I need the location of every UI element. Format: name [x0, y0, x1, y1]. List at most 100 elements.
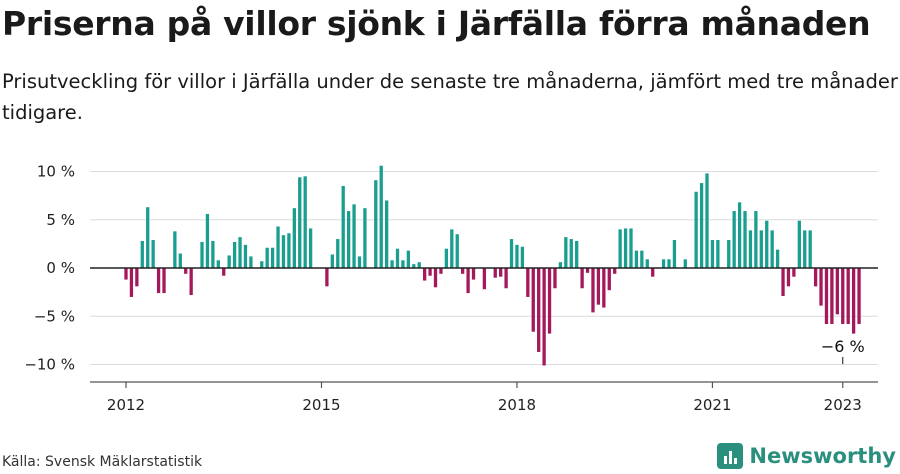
bar	[466, 268, 470, 294]
bar	[667, 259, 671, 268]
bar	[710, 240, 715, 268]
bar	[200, 241, 204, 268]
bar	[249, 256, 253, 268]
bar	[162, 268, 166, 294]
bar	[547, 268, 552, 334]
bar	[124, 268, 128, 280]
bar	[830, 268, 834, 324]
bar	[482, 268, 487, 290]
bar	[189, 268, 193, 296]
bar	[292, 208, 296, 268]
bar	[352, 204, 356, 268]
bar	[205, 213, 210, 268]
bar	[672, 240, 677, 268]
bar	[564, 237, 568, 268]
bar	[824, 268, 829, 324]
bar	[705, 173, 709, 268]
bar	[591, 268, 595, 313]
bar	[232, 241, 237, 268]
bar	[727, 240, 731, 268]
bar	[433, 268, 438, 288]
bar	[504, 268, 508, 289]
bar	[775, 249, 780, 268]
bar	[265, 247, 269, 268]
bar	[395, 248, 400, 268]
bar	[618, 229, 622, 268]
bar	[406, 250, 411, 268]
bar	[558, 262, 563, 268]
bar	[417, 262, 421, 268]
bar	[683, 259, 687, 268]
bar	[645, 259, 649, 268]
bar	[211, 240, 215, 268]
x-axis: 2012 2015 2018 2021 2023	[107, 382, 862, 414]
bar	[325, 268, 329, 287]
bar	[374, 180, 378, 268]
x-tick-label: 2012	[107, 396, 145, 414]
bar	[499, 268, 503, 277]
bar	[151, 240, 155, 268]
y-tick-label: 10 %	[37, 163, 75, 181]
bar	[596, 268, 601, 305]
bar	[493, 268, 497, 278]
y-axis: 10 % 5 % 0 % −5 % −10 %	[24, 163, 75, 374]
bar	[379, 165, 383, 268]
bar	[640, 250, 644, 268]
bar	[184, 268, 188, 274]
x-tick-label: 2018	[498, 396, 536, 414]
bar	[135, 268, 139, 287]
bar	[357, 256, 362, 268]
bar	[520, 246, 525, 268]
bar	[276, 226, 280, 268]
bar	[287, 233, 291, 268]
bar	[222, 268, 226, 276]
source-note: Källa: Svensk Mäklarstatistik	[2, 454, 203, 470]
bar	[428, 268, 432, 276]
bar	[156, 268, 161, 294]
bar	[857, 268, 861, 324]
bar	[227, 255, 231, 268]
bar	[341, 185, 345, 268]
bar	[797, 220, 801, 268]
chart-title: Priserna på villor sjönk i Järfälla förr…	[2, 4, 871, 43]
bar	[450, 229, 454, 268]
brand-name: Newsworthy	[749, 444, 896, 468]
bar	[748, 230, 753, 268]
bar	[575, 240, 579, 268]
bar	[384, 200, 389, 268]
value-annotation: −6 %	[821, 337, 865, 364]
bar	[661, 259, 666, 268]
y-tick-label: −5 %	[34, 307, 75, 325]
bar	[444, 248, 449, 268]
bar	[585, 268, 590, 273]
bar-chart: 10 % 5 % 0 % −5 % −10 % 2012 2015 2018 2021 2023…	[24, 163, 878, 414]
bar	[569, 239, 573, 268]
bar	[346, 211, 351, 268]
bar-series	[124, 165, 861, 366]
bar	[786, 268, 791, 287]
bar	[754, 211, 758, 268]
bar	[336, 239, 340, 268]
bar	[813, 268, 818, 287]
bar	[270, 247, 275, 268]
bar	[759, 230, 763, 268]
bar-chart-icon	[717, 443, 744, 469]
bar	[651, 268, 655, 277]
bar	[423, 268, 427, 281]
bar	[173, 231, 177, 268]
bar	[238, 237, 242, 268]
bar	[537, 268, 541, 352]
bar	[509, 239, 514, 268]
bar	[553, 268, 557, 289]
y-tick-label: 5 %	[46, 211, 75, 229]
bar	[308, 228, 313, 268]
bar	[716, 240, 720, 268]
bar	[330, 254, 334, 268]
bar	[515, 244, 519, 268]
bar	[851, 268, 856, 334]
bar	[781, 268, 785, 296]
bar	[455, 234, 459, 268]
annotation-label: −6 %	[821, 337, 865, 356]
bar	[623, 228, 628, 268]
bar	[542, 268, 546, 366]
